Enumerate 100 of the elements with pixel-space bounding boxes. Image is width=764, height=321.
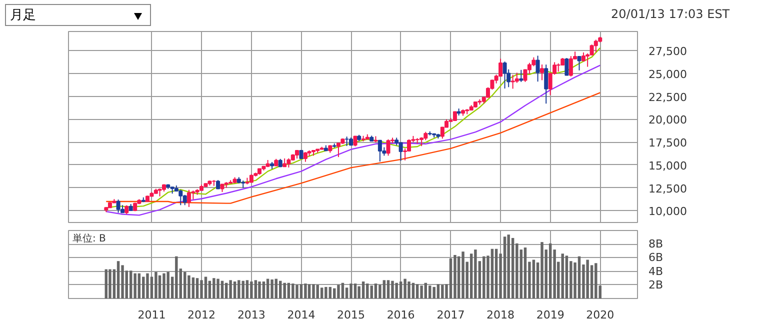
bar [192, 277, 195, 298]
y-tick-label: 15,000 [648, 159, 687, 172]
bar [162, 273, 166, 298]
x-tick-label: 2020 [586, 308, 614, 321]
x-tick-label: 2012 [188, 308, 216, 321]
bar [138, 273, 141, 298]
bar [308, 284, 311, 298]
y-tick-label: 10,000 [648, 205, 687, 218]
bar [391, 280, 394, 298]
bar [578, 256, 581, 298]
bar [482, 256, 486, 298]
bar [278, 280, 282, 298]
bar [511, 238, 514, 298]
y-tick-label: 6B [648, 251, 664, 264]
bar [436, 284, 440, 298]
bar [200, 280, 203, 298]
bar [503, 236, 506, 298]
x-tick-label: 2014 [287, 308, 316, 321]
bar [300, 284, 303, 298]
bar [287, 282, 290, 298]
x-tick-label: 2019 [536, 308, 564, 321]
bar [224, 282, 228, 298]
text: 20/01/13 17:03 EST [611, 6, 730, 23]
bar [354, 284, 357, 298]
candlestick [568, 56, 573, 77]
bar [399, 282, 402, 298]
bar [154, 272, 158, 298]
bar [474, 250, 477, 298]
bar [262, 282, 266, 298]
candlestick [336, 142, 340, 158]
bar [233, 282, 236, 298]
candlestick [378, 140, 382, 162]
bar [166, 272, 170, 298]
candlestick [116, 199, 120, 214]
candlestick [386, 138, 390, 156]
x-tick-label: 2015 [337, 308, 366, 321]
bar [462, 252, 464, 298]
bar [134, 273, 136, 298]
bar [328, 286, 332, 298]
bar [254, 280, 258, 298]
x-tick-label: 2016 [386, 308, 415, 321]
bar [204, 276, 208, 298]
candlestick [502, 61, 507, 90]
y-tick-label: 4B [648, 264, 664, 278]
candlestick [398, 142, 403, 162]
bar [296, 284, 298, 298]
bar [424, 282, 428, 298]
bar [540, 242, 544, 298]
bar [292, 284, 294, 298]
bar [258, 282, 261, 298]
bar [266, 278, 270, 298]
bar [283, 282, 286, 298]
bar [382, 280, 386, 298]
candlestick [178, 189, 183, 206]
bar [333, 288, 336, 298]
y-tick-label: 2B [648, 278, 664, 292]
bar [404, 278, 406, 298]
line-series [106, 92, 601, 204]
bar [184, 272, 186, 298]
y-tick-label: 27,500 [648, 45, 687, 58]
bar [208, 280, 212, 298]
bar [229, 280, 232, 298]
bar [188, 275, 190, 298]
bar [121, 265, 124, 298]
bar [386, 280, 390, 298]
x-tick-label: 2018 [486, 308, 515, 321]
x-tick-label: 2011 [138, 308, 166, 321]
y-tick-label: 25,000 [648, 68, 687, 82]
candlestick [303, 152, 308, 162]
bar [238, 280, 240, 298]
bar [416, 284, 419, 298]
bar [274, 278, 278, 298]
chart-title: 月足 [10, 8, 36, 23]
annotation: 単位: B [72, 232, 106, 244]
bar [548, 243, 552, 298]
bar [532, 260, 536, 298]
bar [374, 284, 378, 298]
bar [270, 279, 274, 298]
x-tick-label: 2017 [436, 308, 465, 321]
bar [146, 273, 149, 298]
candlestick [510, 74, 515, 90]
bar [250, 282, 253, 298]
y-tick-label: 12,500 [648, 182, 687, 196]
bar [454, 254, 456, 298]
candlestick [186, 189, 191, 208]
bar [175, 256, 178, 298]
bar [242, 280, 244, 298]
candlestick [536, 55, 540, 82]
bar [108, 269, 112, 298]
bar [312, 284, 315, 298]
candlestick [594, 39, 598, 53]
candlestick [519, 69, 524, 82]
candlestick [564, 58, 569, 76]
y-tick-label: 8B [648, 238, 664, 251]
bar [594, 263, 598, 298]
bar [490, 248, 494, 298]
bar [395, 282, 398, 298]
bar [432, 286, 436, 298]
bar [220, 280, 224, 298]
y-tick-label: 17,500 [648, 136, 687, 150]
